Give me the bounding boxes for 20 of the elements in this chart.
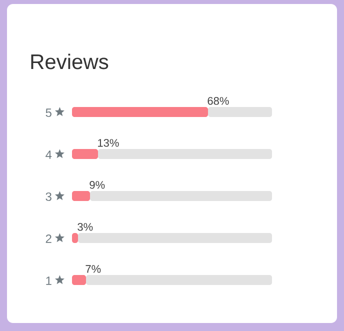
bar <box>72 191 90 201</box>
y-tick-label: 3 <box>46 192 52 201</box>
y-tick-label: 1 <box>46 276 52 285</box>
y-tick-label: 5 <box>46 108 52 117</box>
chart-title: Reviews <box>31 54 108 70</box>
data-label: 13% <box>98 139 119 147</box>
data-label: 7% <box>86 265 101 273</box>
data-label: 9% <box>90 181 105 189</box>
y-tick-label: 4 <box>46 150 52 159</box>
bar <box>72 107 208 117</box>
bar <box>72 149 98 159</box>
y-tick-label: 2 <box>46 234 52 243</box>
bar <box>86 275 272 285</box>
data-label: 3% <box>78 223 93 231</box>
bar <box>208 107 272 117</box>
bar <box>90 191 272 201</box>
bar <box>98 149 272 159</box>
data-label: 68% <box>208 97 229 105</box>
bar <box>78 233 272 243</box>
bar <box>72 275 86 285</box>
